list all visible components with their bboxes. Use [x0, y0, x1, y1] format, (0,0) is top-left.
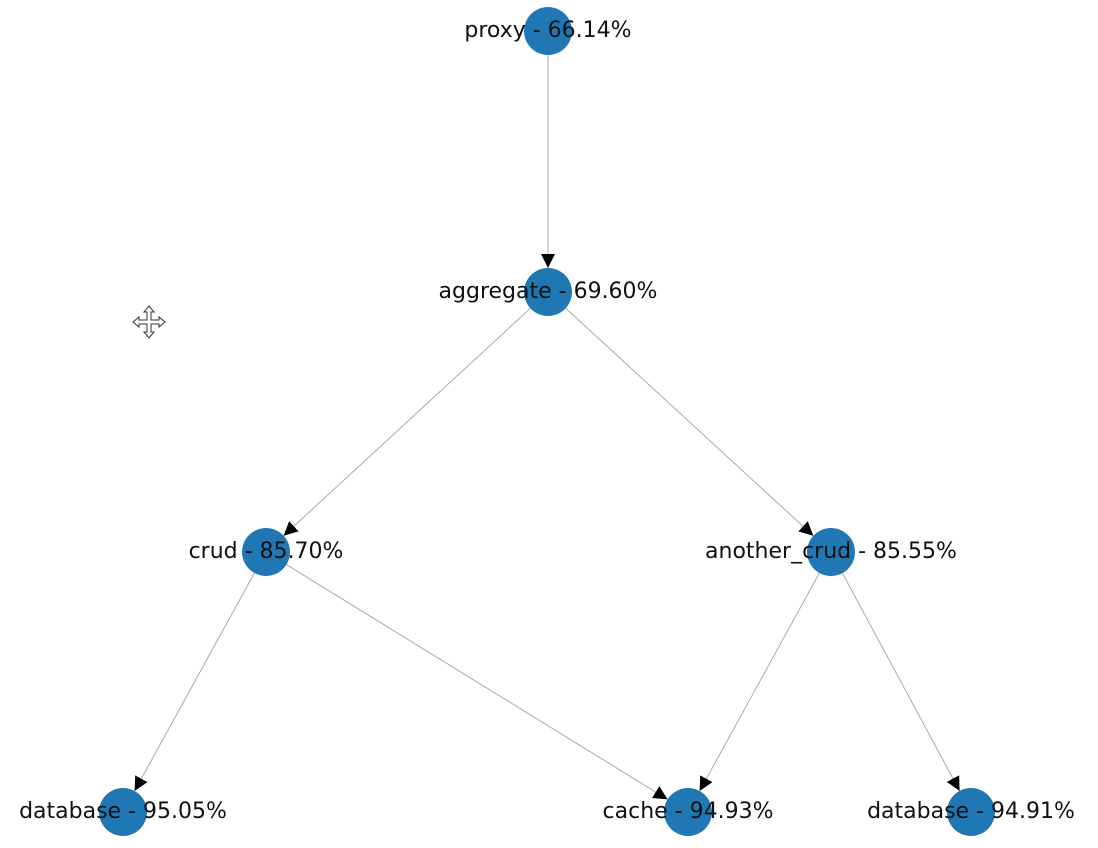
edge — [134, 572, 255, 792]
node-label: aggregate - 69.60% — [439, 279, 658, 304]
edge — [286, 564, 668, 800]
node — [242, 528, 290, 576]
node — [664, 788, 712, 836]
node — [947, 788, 995, 836]
node — [524, 7, 572, 55]
node-label: another_crud - 85.55% — [705, 539, 957, 564]
nodes — [99, 7, 995, 836]
node-label: crud - 85.70% — [189, 539, 344, 564]
node-label: database - 95.05% — [19, 799, 227, 824]
labels: proxy - 66.14% aggregate - 69.60% crud -… — [19, 18, 1075, 824]
node-label: database - 94.91% — [867, 799, 1075, 824]
node-label: cache - 94.93% — [603, 799, 774, 824]
node — [807, 528, 855, 576]
node — [524, 268, 572, 316]
edge — [565, 307, 814, 537]
node — [99, 788, 147, 836]
edges — [134, 55, 961, 800]
edge — [841, 572, 961, 792]
edge — [699, 572, 820, 792]
node-label: proxy - 66.14% — [464, 18, 631, 43]
edge — [283, 307, 531, 537]
move-cursor — [132, 305, 166, 339]
